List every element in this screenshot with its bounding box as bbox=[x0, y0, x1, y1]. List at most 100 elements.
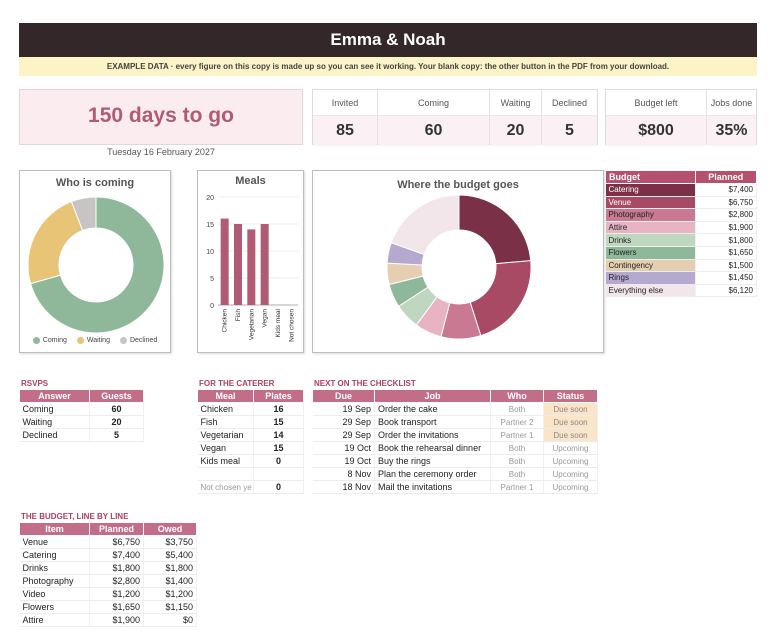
table-row: Video $1,200 $1,200 bbox=[19, 587, 197, 601]
meal-name: Kids meal bbox=[197, 454, 254, 468]
col-meal: Meal bbox=[197, 389, 254, 403]
x-tick-label: Not chosen bbox=[288, 309, 295, 342]
budget-planned: $6,750 bbox=[695, 196, 758, 210]
budget-legend-row: Attire $1,900 bbox=[605, 221, 758, 235]
budget-item-planned: $6,750 bbox=[89, 535, 144, 549]
kpi-label: Waiting bbox=[490, 90, 541, 116]
chart-title: Who is coming bbox=[55, 177, 135, 189]
rsvp-answer: Coming bbox=[19, 402, 90, 416]
table-row: Chicken 16 bbox=[197, 402, 304, 416]
kpi-value: 5 bbox=[542, 116, 597, 146]
budget-category: Catering bbox=[605, 183, 696, 197]
task-status: Upcoming bbox=[543, 467, 598, 481]
rsvps-table: Answer Guests Coming 60 Waiting 20 Declined 5 bbox=[19, 389, 144, 442]
task-job: Book transport bbox=[374, 415, 491, 429]
x-tick-label: Fish bbox=[235, 309, 242, 322]
guest-kpis: Invited 85 Coming 60 Waiting 20 Declined… bbox=[312, 89, 598, 146]
budget-item-planned: $1,650 bbox=[89, 600, 144, 614]
x-tick-label: Chicken bbox=[222, 309, 229, 333]
budget-item-owed: $1,800 bbox=[143, 561, 197, 575]
budget-category: Venue bbox=[605, 196, 696, 210]
meal-name: Fish bbox=[197, 415, 254, 429]
chart-legend: Coming Waiting Declined bbox=[20, 337, 170, 344]
budget-legend-row: Contingency $1,500 bbox=[605, 259, 758, 273]
kpi-value: 85 bbox=[313, 116, 377, 146]
rsvp-answer: Waiting bbox=[19, 415, 90, 429]
task-due: 29 Sep bbox=[312, 428, 375, 442]
task-who: Partner 1 bbox=[490, 480, 544, 494]
meal-plates: 14 bbox=[253, 428, 304, 442]
y-tick-label: 5 bbox=[210, 276, 214, 283]
budget-item: Photography bbox=[19, 574, 90, 588]
task-who: Partner 1 bbox=[490, 428, 544, 442]
slice-everything-else bbox=[390, 195, 460, 256]
checklist-row: 18 Nov Mail the invitations Partner 1 Upcom… bbox=[312, 480, 598, 494]
meal-plates: 16 bbox=[253, 402, 304, 416]
caterer-table: Meal Plates Chicken 16 Fish 15 Vegetarian 14 V… bbox=[197, 389, 304, 494]
budget-header-planned: Planned bbox=[694, 170, 758, 184]
budget-item: Venue bbox=[19, 535, 90, 549]
col-who: Who bbox=[490, 389, 544, 403]
budget-item-owed: $0 bbox=[143, 613, 197, 627]
col-answer: Answer bbox=[19, 389, 90, 403]
bar-fish bbox=[234, 224, 242, 305]
meal-name bbox=[197, 467, 254, 481]
kpi-label: Budget left bbox=[606, 90, 706, 116]
task-who: Both bbox=[490, 454, 544, 468]
budget-item-planned: $1,200 bbox=[89, 587, 144, 601]
budget-legend-row: Flowers $1,650 bbox=[605, 246, 758, 260]
bar-chicken bbox=[220, 218, 229, 305]
meal-name: Vegan bbox=[197, 441, 254, 455]
kpi-budget-left: Budget left $800 bbox=[606, 90, 706, 146]
meal-name: Not chosen ye bbox=[197, 480, 254, 494]
task-who: Both bbox=[490, 441, 544, 455]
table-row: Photography $2,800 $1,400 bbox=[19, 574, 197, 588]
meal-plates: 15 bbox=[253, 441, 304, 455]
table-row: Fish 15 bbox=[197, 415, 304, 429]
slice-venue bbox=[469, 260, 532, 337]
task-job: Order the invitations bbox=[374, 428, 491, 442]
table-row: Coming 60 bbox=[19, 402, 144, 416]
task-status: Upcoming bbox=[543, 454, 598, 468]
task-due: 19 Oct bbox=[312, 441, 375, 455]
task-job: Book the rehearsal dinner bbox=[374, 441, 491, 455]
budget-item: Catering bbox=[19, 548, 90, 562]
meals-chart: Meals 0 5 10 15 20 Chicken Fish Vegetarian Vegan… bbox=[197, 170, 304, 353]
task-job: Plan the ceremony order bbox=[374, 467, 491, 481]
legend-swatch bbox=[119, 337, 127, 344]
budget-planned: $7,400 bbox=[695, 183, 758, 197]
budget-category: Photography bbox=[605, 208, 696, 222]
chart-title: Meals bbox=[235, 175, 266, 187]
budget-kpis: Budget left $800 Jobs done 35% bbox=[605, 89, 757, 146]
table-row bbox=[197, 467, 304, 481]
checklist-row: 19 Oct Buy the rings Both Upcoming bbox=[312, 454, 598, 468]
budget-lines-title: THE BUDGET, LINE BY LINE bbox=[21, 512, 129, 521]
budget-planned: $1,900 bbox=[695, 221, 758, 235]
rsvp-guests: 60 bbox=[89, 402, 144, 416]
wedding-date: Tuesday 16 February 2027 bbox=[107, 147, 215, 157]
task-who: Both bbox=[490, 467, 544, 481]
meal-plates: 15 bbox=[253, 415, 304, 429]
table-row: Vegetarian 14 bbox=[197, 428, 304, 442]
table-row: Attire $1,900 $0 bbox=[19, 613, 197, 627]
legend-item: Declined bbox=[119, 337, 157, 344]
budget-item-planned: $2,800 bbox=[89, 574, 144, 588]
budget-planned: $2,800 bbox=[695, 208, 758, 222]
days-to-go: 150 days to go bbox=[88, 104, 234, 127]
kpi-declined: Declined 5 bbox=[541, 90, 597, 146]
budget-item-owed: $1,200 bbox=[143, 587, 197, 601]
task-due: 19 Sep bbox=[312, 402, 375, 416]
budget-item: Attire bbox=[19, 613, 90, 627]
meal-plates: 0 bbox=[253, 454, 304, 468]
col-due: Due bbox=[312, 389, 375, 403]
checklist-row: 29 Sep Order the invitations Partner 1 Due … bbox=[312, 428, 598, 442]
table-row: Vegan 15 bbox=[197, 441, 304, 455]
kpi-value: $800 bbox=[606, 116, 706, 146]
example-data-notice: EXAMPLE DATA · every figure on this copy… bbox=[19, 57, 757, 76]
checklist-row: 19 Oct Book the rehearsal dinner Both Upcom… bbox=[312, 441, 598, 455]
budget-planned: $1,500 bbox=[695, 259, 758, 273]
budget-category: Drinks bbox=[605, 233, 696, 247]
kpi-label: Invited bbox=[313, 90, 377, 116]
legend-label: Coming bbox=[42, 337, 67, 344]
budget-legend-row: Drinks $1,800 bbox=[605, 233, 758, 247]
